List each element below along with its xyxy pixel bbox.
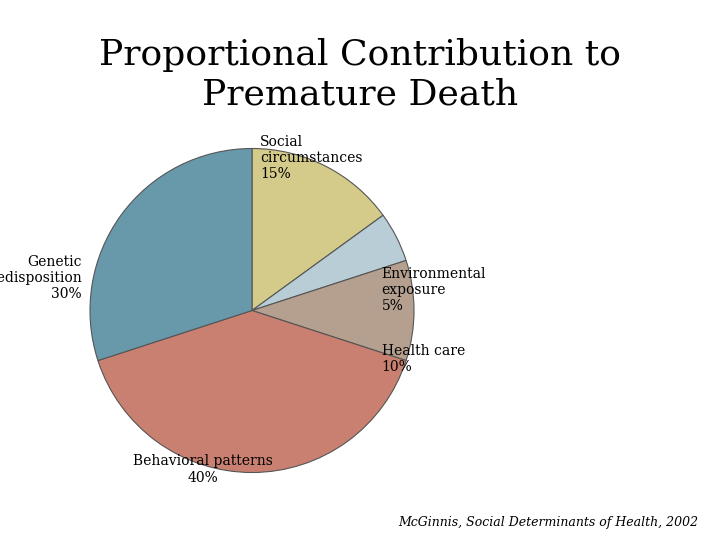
Text: McGinnis, Social Determinants of Health, 2002: McGinnis, Social Determinants of Health,… bbox=[398, 516, 698, 529]
Text: Health care
10%: Health care 10% bbox=[382, 344, 465, 374]
Text: Proportional Contribution to
Premature Death: Proportional Contribution to Premature D… bbox=[99, 38, 621, 111]
Text: Social
circumstances
15%: Social circumstances 15% bbox=[260, 134, 363, 181]
Wedge shape bbox=[252, 148, 383, 310]
Text: Environmental
exposure
5%: Environmental exposure 5% bbox=[382, 267, 486, 313]
Text: Behavioral patterns
40%: Behavioral patterns 40% bbox=[133, 455, 274, 485]
Wedge shape bbox=[98, 310, 406, 472]
Wedge shape bbox=[252, 260, 414, 361]
Text: Genetic
predisposition
30%: Genetic predisposition 30% bbox=[0, 255, 82, 301]
Wedge shape bbox=[90, 148, 252, 361]
Wedge shape bbox=[252, 215, 406, 310]
